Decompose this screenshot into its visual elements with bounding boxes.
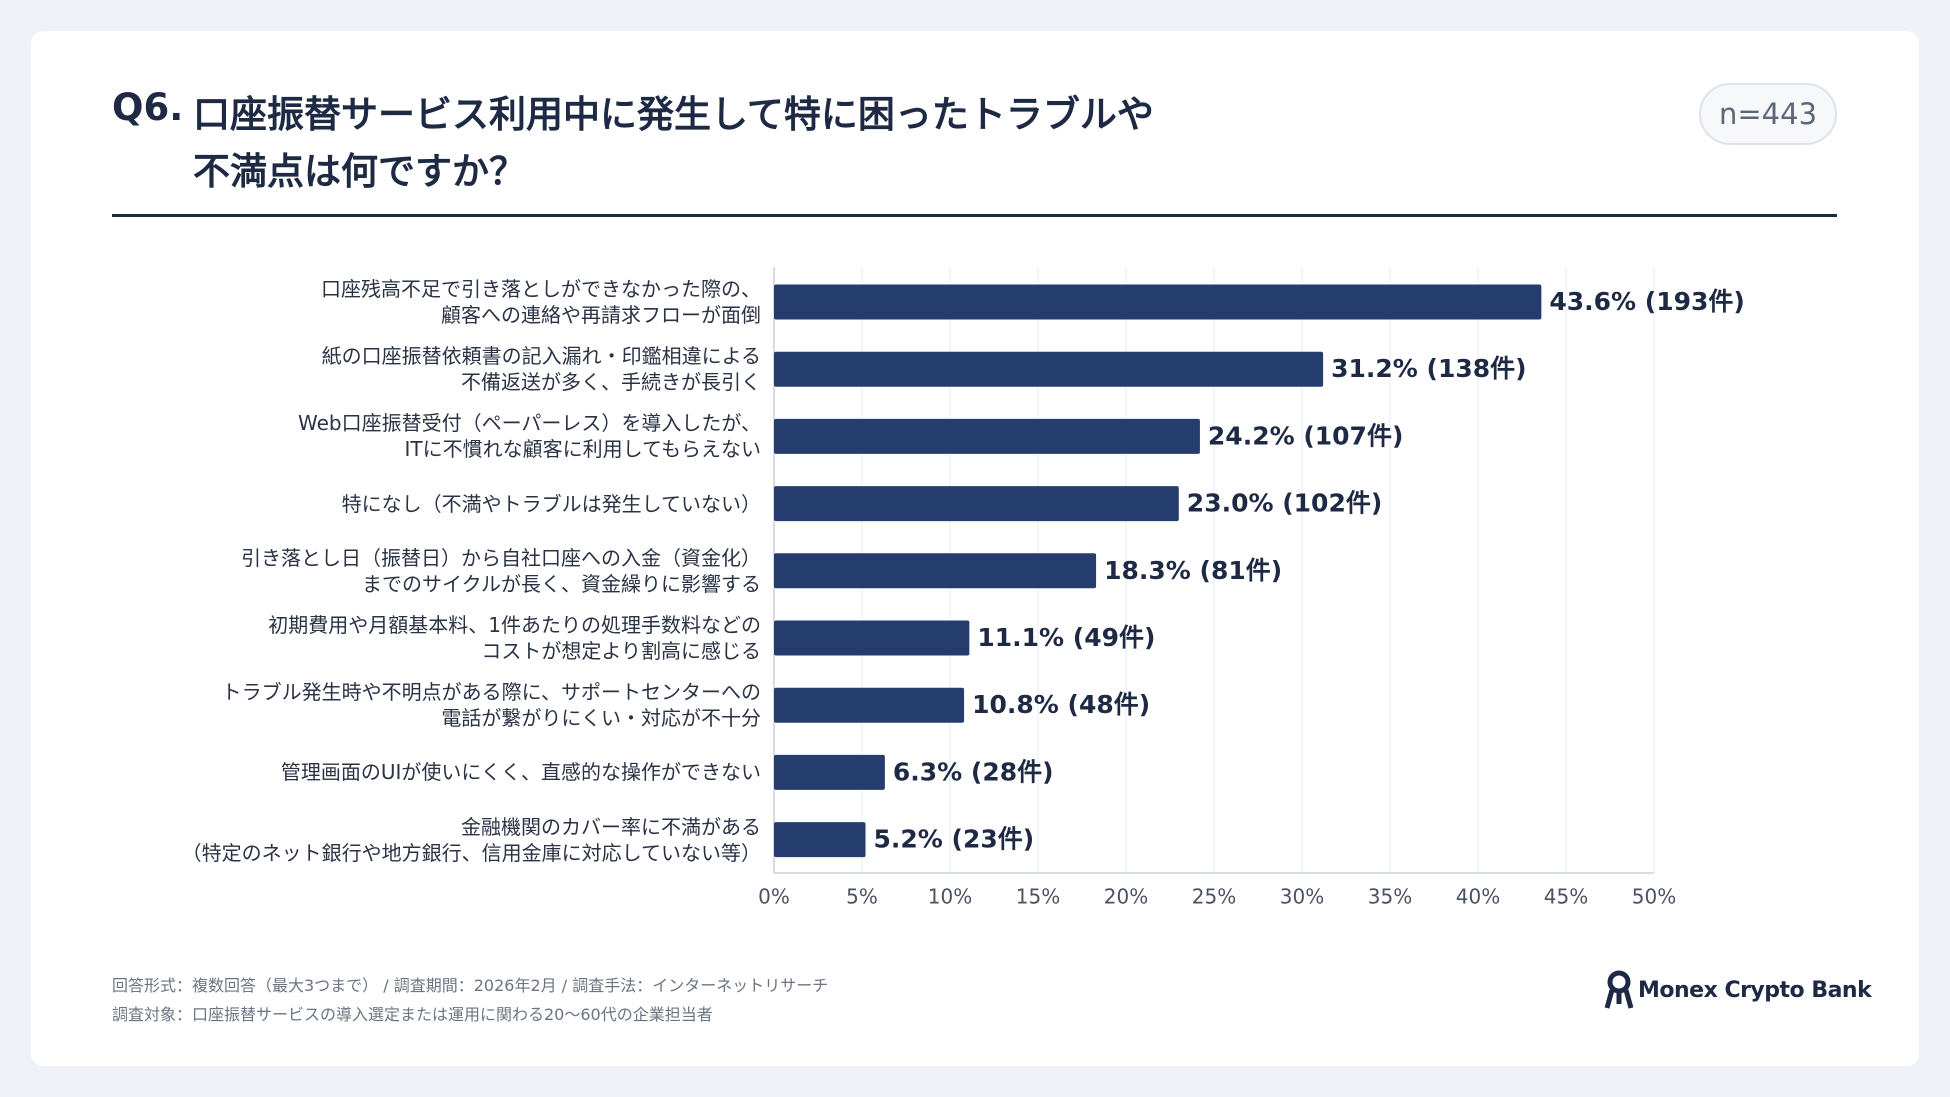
value-label: 5.2% (23件)	[874, 825, 1035, 854]
category-label: Web口座振替受付（ペーパーレス）を導入したが、 ITに不慣れな顧客に利用しても…	[297, 411, 761, 462]
bar	[774, 486, 1179, 522]
x-tick-label: 50%	[1632, 885, 1676, 909]
category-label: 管理画面のUIが使いにくく、直感的な操作ができない	[280, 760, 761, 785]
bar	[774, 351, 1324, 387]
footnote: 調査対象：口座振替サービスの導入選定または運用に関わる20〜60代の企業担当者	[112, 1005, 713, 1024]
bar	[774, 553, 1097, 589]
category-label: 初期費用や月額基本料、1件あたりの処理手数料などの コストが想定より割高に感じる	[268, 613, 761, 663]
x-tick-label: 10%	[928, 885, 972, 909]
category-label: 口座残高不足で引き落としができなかった際の、 顧客への連絡や再請求フローが面倒	[321, 277, 761, 327]
x-tick-label: 35%	[1368, 885, 1412, 909]
logo-text: Monex Crypto Bank	[1638, 977, 1872, 1003]
category-label: トラブル発生時や不明点がある際に、サポートセンターへの 電話が繋がりにくい・対応…	[221, 680, 761, 731]
x-tick-label: 25%	[1192, 885, 1236, 909]
x-tick-label: 30%	[1280, 885, 1324, 909]
bar	[774, 687, 965, 723]
value-label: 6.3% (28件)	[893, 757, 1054, 786]
value-label: 10.8% (48件)	[972, 690, 1150, 719]
x-tick-label: 0%	[758, 885, 790, 909]
x-tick-label: 5%	[846, 885, 878, 909]
category-label: 引き落とし日（振替日）から自社口座への入金（資金化） までのサイクルが長く、資金…	[241, 545, 761, 596]
logo-icon	[1604, 970, 1634, 1009]
chart-title: 口座振替サービス利用中に発生して特に困ったトラブルや 不満点は何ですか？	[193, 93, 1154, 193]
category-label: 特になし（不満やトラブルは発生していない）	[341, 491, 761, 516]
card	[31, 31, 1919, 1066]
logo: Monex Crypto Bank	[1604, 970, 1872, 1010]
title-rule	[112, 214, 1837, 217]
value-label: 11.1% (49件)	[977, 623, 1155, 652]
x-tick-label: 15%	[1016, 885, 1060, 909]
value-label: 23.0% (102件)	[1187, 489, 1382, 518]
x-tick-label: 45%	[1544, 885, 1588, 909]
value-label: 18.3% (81件)	[1104, 556, 1282, 585]
category-label: 紙の口座振替依頼書の記入漏れ・印鑑相違による 不備返送が多く、手続きが長引く	[321, 344, 761, 395]
bar	[774, 822, 866, 858]
bar	[774, 754, 885, 790]
x-tick-label: 20%	[1104, 885, 1148, 909]
bar	[774, 418, 1200, 454]
sample-size: n=443	[1699, 83, 1837, 145]
value-label: 43.6% (193件)	[1549, 287, 1744, 316]
bar	[774, 620, 970, 656]
value-label: 24.2% (107件)	[1208, 421, 1403, 450]
x-tick-label: 40%	[1456, 885, 1500, 909]
bar	[774, 284, 1542, 320]
value-label: 31.2% (138件)	[1331, 354, 1526, 383]
category-label: 金融機関のカバー率に不満がある （特定のネット銀行や地方銀行、信用金庫に対応して…	[181, 814, 761, 865]
question-number: Q6.	[112, 86, 184, 129]
footnote: 回答形式：複数回答（最大3つまで） / 調査期間：2026年2月 / 調査手法：…	[112, 976, 829, 995]
